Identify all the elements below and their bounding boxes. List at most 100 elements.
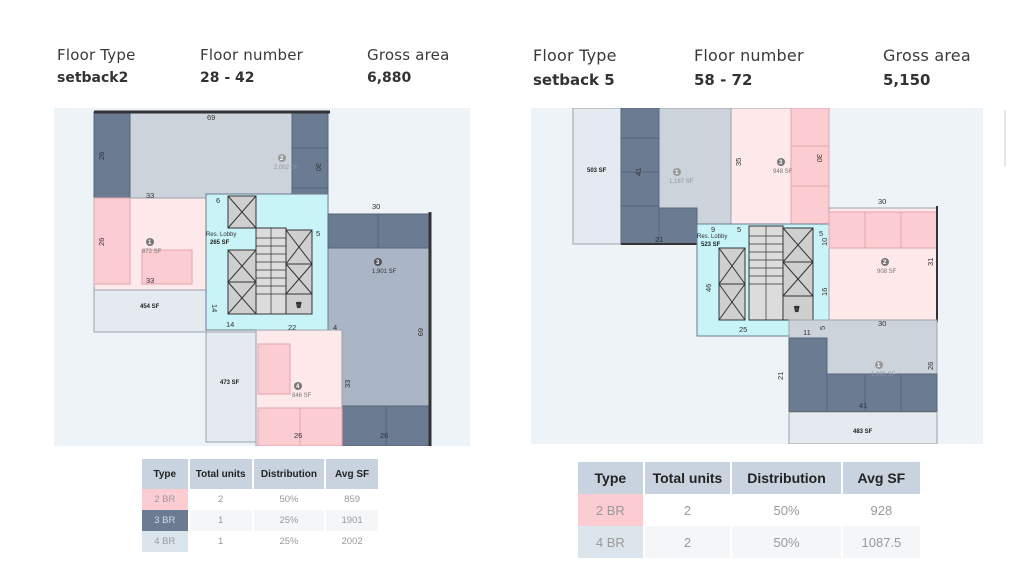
floor-number-group: Floor number 28 - 42 (200, 46, 303, 86)
left-unit-summary-table: Type Total units Distribution Avg SF 2 B… (140, 459, 380, 552)
table-row[interactable]: 3 BR 1 25% 1901 (142, 510, 378, 531)
gross-area-group: Gross area 5,150 (883, 46, 971, 89)
distribution-cell: 25% (253, 510, 325, 531)
unit-area-label: 948 SF (773, 169, 793, 175)
gross-area-group: Gross area 6,880 (367, 46, 450, 86)
unit-marker[interactable] (374, 258, 382, 266)
unit-area-label: 1,086 SF (871, 372, 896, 378)
balcony-2 (788, 411, 938, 444)
balcony-area-label: 473 SF (220, 380, 240, 386)
table-header-row: Type Total units Distribution Avg SF (578, 462, 920, 494)
unit-marker[interactable] (875, 361, 883, 369)
type-cell: 2 BR (578, 494, 643, 526)
dim-label: 26 (294, 431, 302, 440)
distribution-cell: 25% (279, 536, 299, 547)
floor-number-group: Floor number 58 - 72 (694, 46, 804, 89)
unit-marker[interactable] (881, 258, 889, 266)
unit-area-label: 2,002 SF (274, 165, 299, 171)
floor-type-group: Floor Type setback2 (57, 46, 136, 86)
col-header-total-units: Total units (644, 462, 731, 494)
unit-marker[interactable] (146, 238, 154, 246)
dim-label: 5 (818, 326, 827, 330)
unit-marker[interactable] (673, 168, 681, 176)
avg-sf-cell: 2002 (341, 536, 363, 547)
floor-type-label: Floor Type (533, 46, 617, 65)
units-cell: 2 (683, 502, 692, 518)
unit-marker[interactable] (777, 158, 785, 166)
distribution-cell: 50% (732, 526, 841, 558)
dim-label: 14 (226, 320, 234, 329)
dim-label: 16 (820, 288, 829, 296)
unit-2-room (93, 111, 131, 201)
unit-number: 1 (675, 170, 679, 176)
dim-label: 30 (314, 163, 323, 171)
unit-1-room (658, 207, 698, 245)
col-header-distribution: Distribution (253, 459, 325, 489)
unit-4-room (257, 343, 291, 395)
unit-area-label: 872 SF (142, 249, 162, 255)
balcony-area-label: 503 SF (587, 168, 607, 174)
dim-label: 41 (859, 401, 867, 410)
dim-label: 30 (878, 319, 886, 328)
right-unit-summary-table: Type Total units Distribution Avg SF 2 B… (576, 462, 922, 558)
balcony-1 (93, 289, 207, 333)
dim-label: 33 (146, 191, 154, 200)
col-header-total-units: Total units (189, 459, 252, 489)
floor-type-value: setback2 (57, 70, 129, 86)
unit-number: 3 (376, 260, 380, 266)
lobby-label: Res. Lobby (206, 232, 236, 238)
left-floor-plan-drawing: 🗑 69 26 30 33 6 5 26 33 14 14 (93, 110, 432, 446)
dim-label: 22 (288, 323, 296, 332)
unit-marker[interactable] (294, 382, 302, 390)
dim-label: 21 (655, 235, 663, 244)
dim-label: 4 (333, 323, 337, 332)
lobby-area-label: 523 SF (701, 242, 721, 248)
right-floor-plan[interactable]: 🗑 41 35 30 21 9 5 5 10 30 31 26 (531, 108, 983, 444)
floor-number-label: Floor number (694, 46, 804, 65)
unit-4-room (826, 373, 938, 413)
unit-number: 4 (296, 384, 300, 390)
avg-sf-cell: 928 (870, 502, 893, 518)
dim-label: 25 (739, 325, 747, 334)
dim-label: 33 (146, 276, 154, 285)
dim-label: 9 (711, 225, 715, 234)
gross-area-label: Gross area (367, 46, 450, 64)
units-cell: 2 (218, 494, 224, 505)
unit-2-room (828, 211, 938, 249)
right-floor-panel: Floor Type setback 5 Floor number 58 - 7… (512, 0, 1024, 576)
dim-label: 35 (734, 158, 743, 166)
balcony-area-label: 454 SF (140, 304, 160, 310)
gross-area-value: 6,880 (367, 70, 412, 86)
unit-1-room (620, 108, 660, 245)
dim-label: 69 (207, 113, 215, 122)
trash-icon: 🗑 (793, 305, 801, 313)
unit-2-room (291, 111, 329, 149)
unit-marker[interactable] (278, 154, 286, 162)
table-row[interactable]: 2 BR 2 50% 859 (142, 489, 378, 510)
table-row[interactable]: 4 BR 1 25% 2002 (142, 531, 378, 552)
left-floor-panel: Floor Type setback2 Floor number 28 - 42… (54, 46, 470, 552)
table-row[interactable]: 4 BR 2 50% 1087.5 (578, 526, 920, 558)
left-floor-plan[interactable]: 🗑 69 26 30 33 6 5 26 33 14 14 (54, 108, 470, 446)
avg-sf-cell: 859 (344, 494, 361, 505)
unit-number: 2 (280, 156, 284, 162)
balcony-area-label: 483 SF (853, 429, 873, 435)
table-row[interactable]: 2 BR 2 50% 928 (578, 494, 920, 526)
dim-label: 5 (316, 229, 320, 238)
dim-label: 14 (210, 304, 219, 312)
unit-1-room (141, 249, 193, 285)
dim-label: 30 (878, 197, 886, 206)
dim-label: 41 (634, 168, 643, 176)
dim-label: 26 (97, 238, 106, 246)
floor-type-group: Floor Type setback 5 (533, 46, 617, 89)
floor-type-value: setback 5 (533, 71, 615, 89)
unit-area-label: 1,167 SF (669, 179, 694, 185)
unit-number: 3 (779, 160, 783, 166)
trash-room (285, 293, 313, 315)
unit-number: 2 (883, 260, 887, 266)
balcony-1 (572, 108, 622, 245)
units-cell: 1 (189, 510, 252, 531)
col-header-distribution: Distribution (732, 462, 841, 494)
dim-label: 30 (815, 154, 824, 162)
units-cell: 1 (218, 536, 224, 547)
